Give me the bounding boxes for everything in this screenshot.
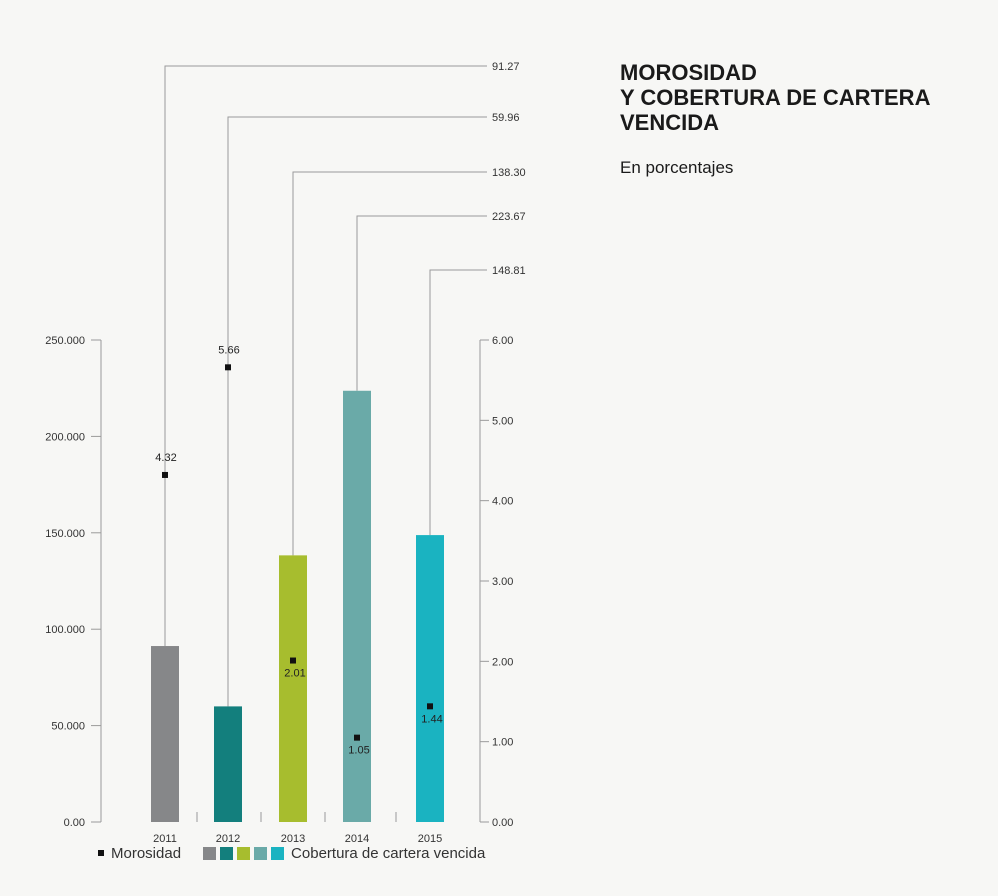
right-axis-tick-label: 6.00	[492, 335, 513, 347]
left-axis-tick-label: 150.000	[45, 528, 85, 540]
bar	[279, 555, 307, 822]
left-axis-tick-label: 100.000	[45, 624, 85, 636]
bar-value-label: 148.81	[492, 265, 526, 277]
bar-value-label: 138.30	[492, 167, 526, 179]
legend-swatch-2014	[254, 846, 268, 860]
right-axis-tick-label: 0.00	[492, 817, 513, 829]
morosidad-value-label: 1.05	[348, 745, 369, 757]
bar	[151, 646, 179, 822]
morosidad-marker	[225, 364, 231, 371]
bar-callout-line	[227, 116, 487, 707]
right-axis-tick-label: 1.00	[492, 737, 513, 749]
legend-morosidad-label: Morosidad	[111, 844, 182, 862]
title-line-1: MOROSIDAD	[620, 60, 757, 85]
legend-cobertura-label: Cobertura de cartera vencida	[291, 844, 486, 862]
morosidad-value-label: 4.32	[155, 452, 176, 464]
morosidad-marker	[290, 657, 296, 664]
legend-swatch-2012	[220, 846, 234, 860]
right-axis-tick-label: 5.00	[492, 415, 513, 427]
morosidad-value-label: 1.44	[421, 713, 442, 725]
left-axis-tick-label: 0.00	[64, 817, 85, 829]
legend-swatch-2011	[203, 846, 217, 860]
bar-callout-line	[292, 171, 487, 556]
legend-swatch-2015	[271, 846, 285, 860]
bar-callout-line	[356, 215, 487, 391]
right-axis-tick-label: 4.00	[492, 496, 513, 508]
bar-callout-line	[164, 65, 487, 647]
legend-swatch-2013	[237, 846, 251, 860]
legend-morosidad-marker	[98, 850, 104, 856]
bar-callout-line	[429, 269, 487, 536]
bar-value-label: 91.27	[492, 61, 520, 73]
left-axis-tick-label: 250.000	[45, 335, 85, 347]
right-axis-tick-label: 2.00	[492, 656, 513, 668]
left-axis-tick-label: 50.000	[51, 721, 85, 733]
x-tick-label: 2015	[418, 833, 442, 845]
title-line-3: VENCIDA	[620, 110, 720, 135]
bar-value-label: 59.96	[492, 112, 520, 124]
x-tick-label: 2012	[216, 833, 240, 845]
morosidad-value-label: 5.66	[218, 344, 239, 356]
morosidad-marker	[354, 734, 360, 741]
bar	[214, 706, 242, 822]
chart-subtitle: En porcentajes	[620, 158, 734, 177]
x-tick-label: 2013	[281, 833, 305, 845]
x-tick-label: 2011	[153, 833, 177, 845]
right-axis-tick-label: 3.00	[492, 576, 513, 588]
morosidad-marker	[162, 471, 168, 478]
bar-value-label: 223.67	[492, 211, 526, 223]
bar	[343, 390, 371, 822]
legend: Morosidad Cobertura de cartera vencida	[98, 842, 485, 864]
chart-title: MOROSIDAD Y COBERTURA DE CARTERA VENCIDA	[620, 60, 930, 135]
morosidad-marker	[427, 703, 433, 710]
morosidad-value-label: 2.01	[284, 668, 305, 680]
left-axis-tick-label: 200.000	[45, 431, 85, 443]
title-line-2: Y COBERTURA DE CARTERA	[620, 85, 931, 110]
bar	[416, 535, 444, 822]
x-tick-label: 2014	[345, 833, 369, 845]
